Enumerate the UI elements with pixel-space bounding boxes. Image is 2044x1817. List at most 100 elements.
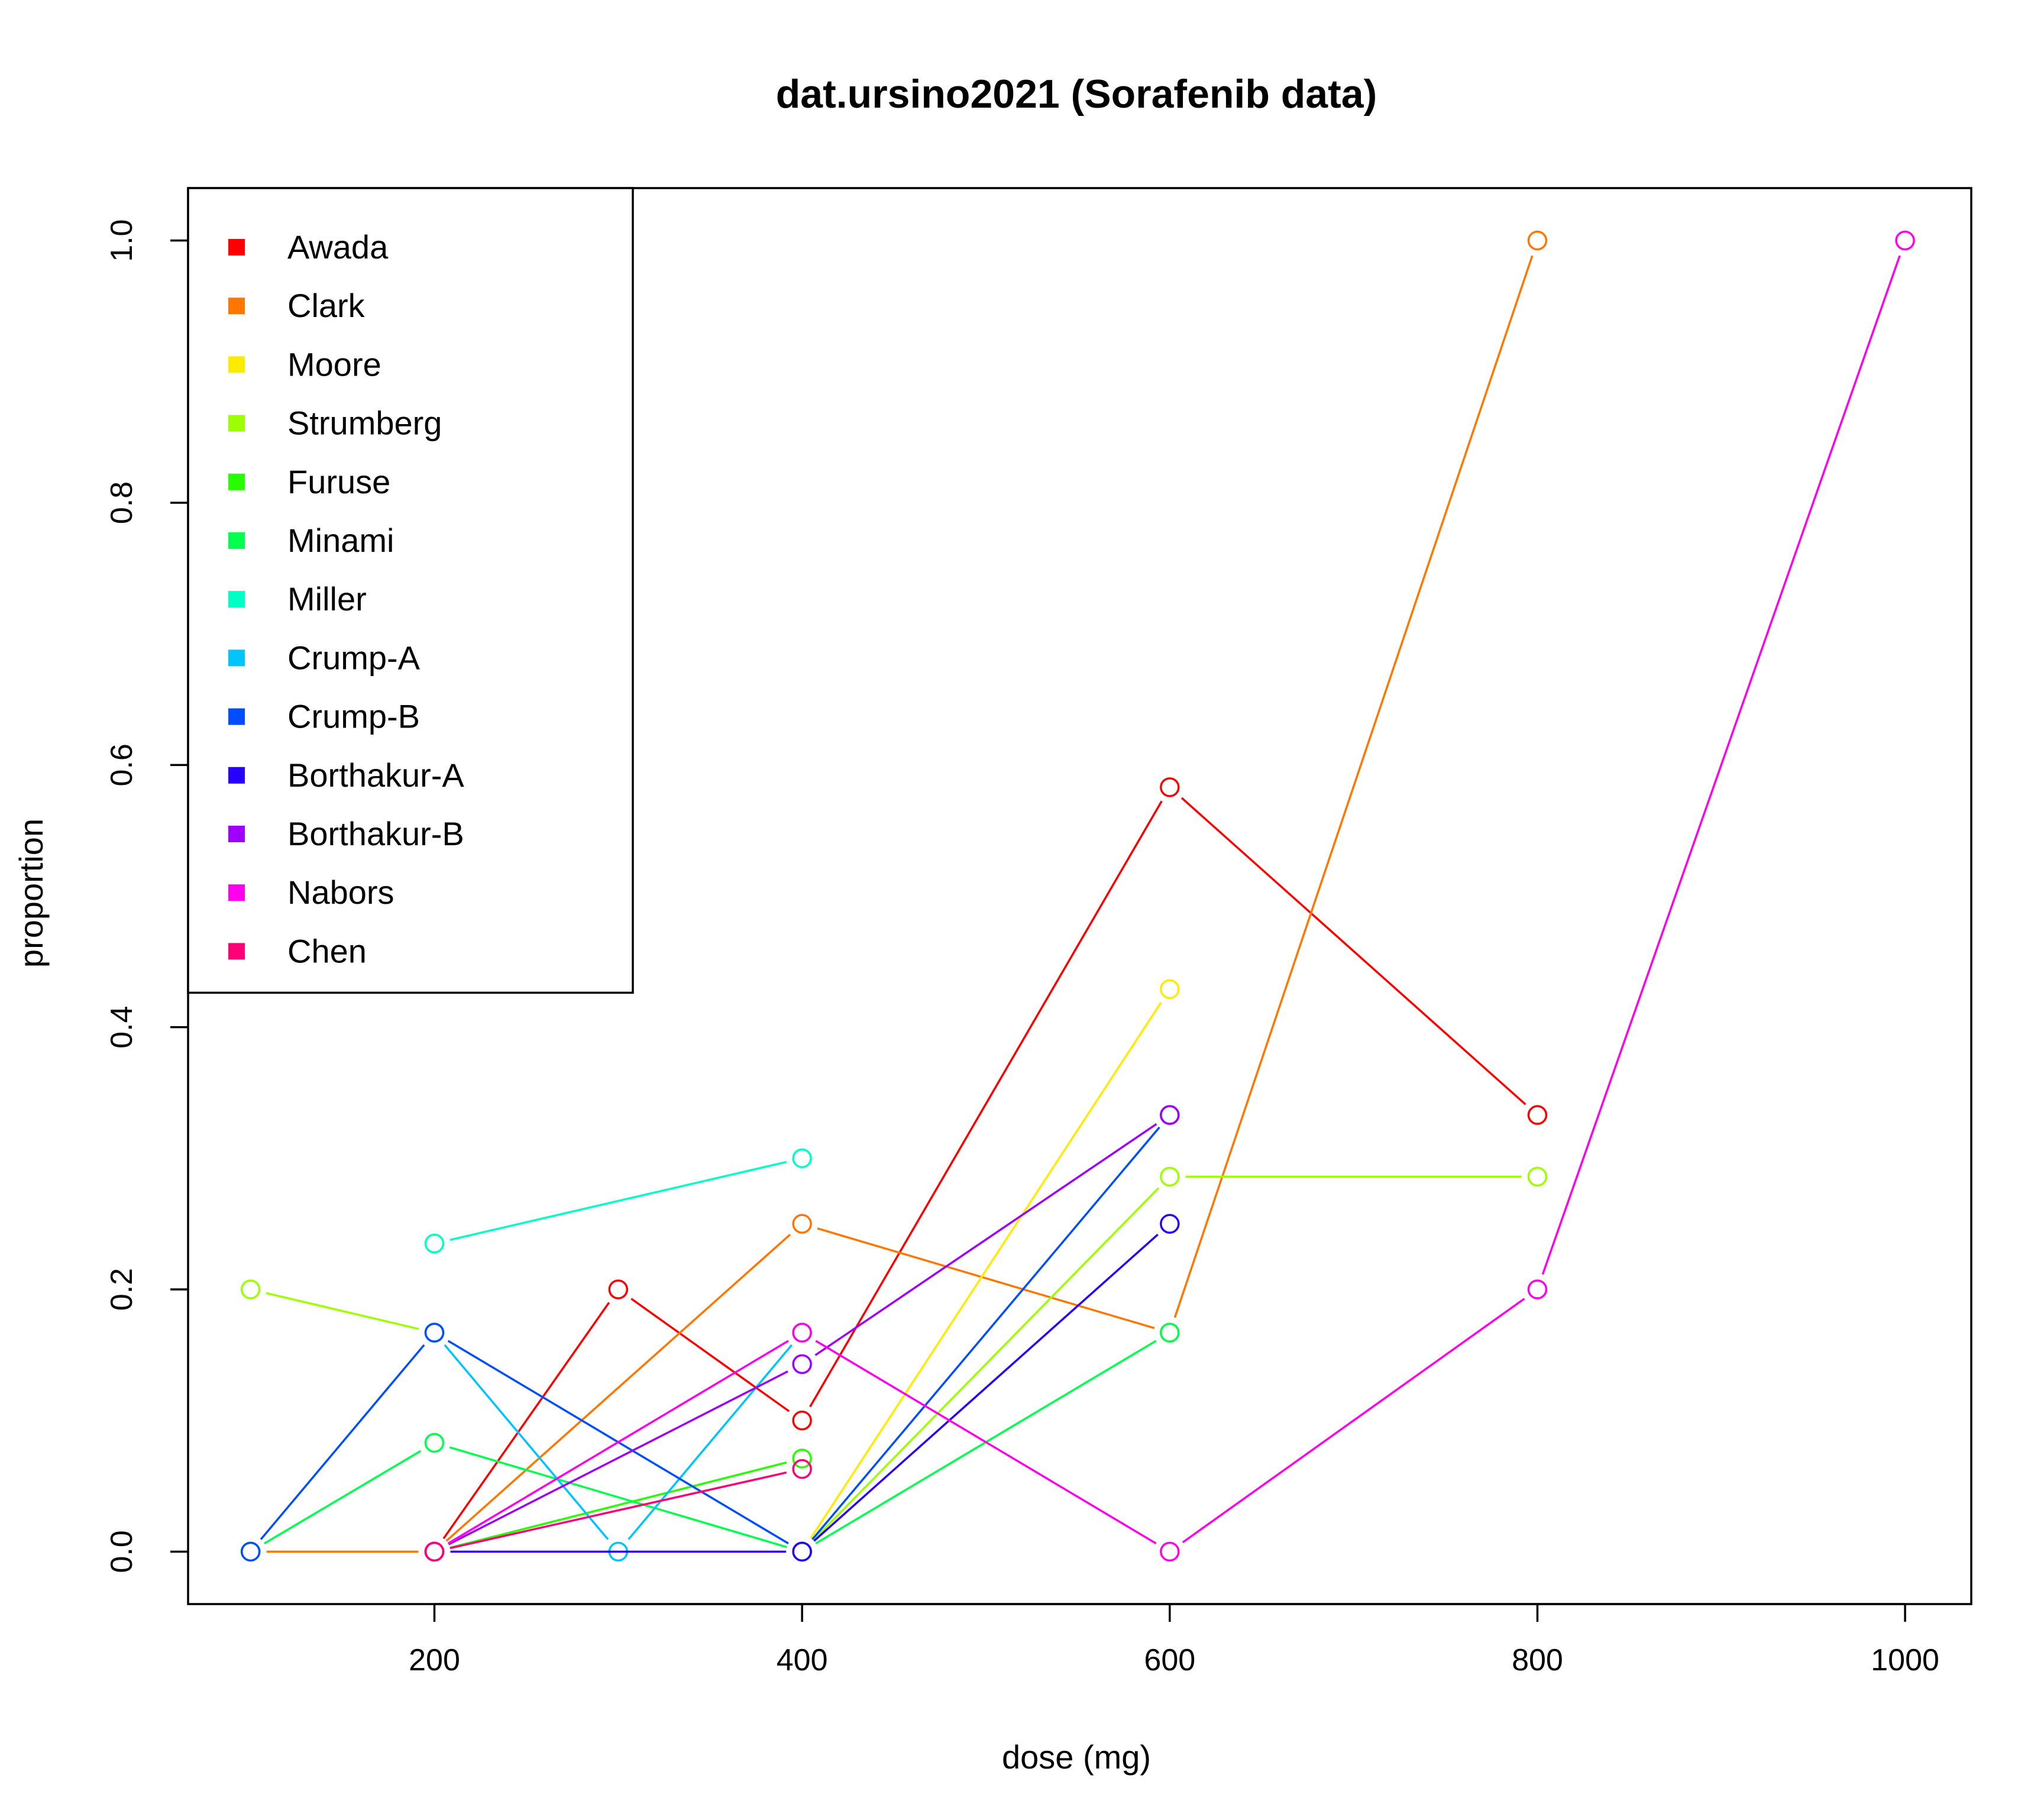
- x-axis-title: dose (mg): [1002, 1738, 1151, 1776]
- legend-swatch: [228, 884, 245, 901]
- data-point: [1527, 1279, 1548, 1299]
- legend-swatch: [228, 298, 245, 315]
- y-tick-label: 1.0: [105, 219, 139, 262]
- series-line-segment: [448, 1370, 788, 1546]
- data-point: [1527, 230, 1548, 251]
- legend-label: Clark: [287, 287, 366, 324]
- legend-label: Strumberg: [287, 405, 442, 442]
- legend-swatch: [228, 826, 245, 842]
- x-tick-label: 400: [777, 1643, 828, 1677]
- data-point: [1160, 979, 1180, 1000]
- y-tick-label: 0.8: [105, 481, 139, 524]
- chart-title: dat.ursino2021 (Sorafenib data): [776, 72, 1377, 117]
- data-point: [1527, 1166, 1548, 1187]
- data-point: [424, 1323, 445, 1343]
- y-axis-title: proportion: [12, 819, 50, 968]
- series-line-segment: [815, 1340, 1157, 1545]
- series-line-segment: [266, 1292, 419, 1330]
- data-point: [792, 1323, 812, 1343]
- series-line-segment: [628, 1344, 793, 1540]
- x-tick-label: 600: [1144, 1643, 1195, 1677]
- data-point: [424, 1541, 445, 1562]
- legend-swatch: [228, 943, 245, 960]
- data-point: [1160, 1323, 1180, 1343]
- data-point: [792, 1459, 812, 1479]
- legend-label: Borthakur-B: [287, 815, 464, 852]
- series-line-segment: [630, 1298, 790, 1412]
- data-point: [792, 1449, 812, 1469]
- y-tick-label: 0.4: [105, 1006, 139, 1049]
- series-line-segment: [1182, 1298, 1525, 1544]
- data-point: [1160, 1105, 1180, 1125]
- legend-label: Miller: [287, 580, 367, 617]
- series-furuse: [424, 1449, 812, 1562]
- legend-swatch: [228, 767, 245, 784]
- legend-label: Crump-B: [287, 698, 420, 735]
- series-line-segment: [447, 1340, 789, 1545]
- series-borthakur-b: [424, 1105, 1180, 1562]
- series-line-segment: [810, 1002, 1162, 1539]
- series-miller: [424, 1148, 812, 1254]
- legend-swatch: [228, 239, 245, 256]
- legend-swatch: [228, 415, 245, 432]
- data-point: [1160, 1214, 1180, 1234]
- series-line-segment: [1173, 255, 1534, 1318]
- series-line-segment: [442, 1302, 610, 1540]
- legend-label: Chen: [287, 932, 367, 969]
- data-point: [792, 1410, 812, 1431]
- data-point: [1527, 1105, 1548, 1125]
- series-line-segment: [264, 1450, 422, 1545]
- legend-label: Nabors: [287, 874, 394, 911]
- series-line-segment: [813, 1233, 1159, 1542]
- data-point: [792, 1541, 812, 1562]
- legend: Awada Clark Moore Strumberg Furuse Minami Mill…: [187, 187, 634, 994]
- series-moore: [792, 979, 1180, 1562]
- series-line-segment: [812, 1187, 1160, 1541]
- series-line-segment: [809, 800, 1163, 1408]
- legend-swatch: [228, 356, 245, 373]
- series-line-segment: [449, 1446, 787, 1548]
- legend-swatch: [228, 591, 245, 608]
- series-strumberg: [240, 1166, 1548, 1562]
- series-line-segment: [445, 1233, 791, 1542]
- series-borthakur-a: [424, 1214, 1180, 1562]
- y-tick-label: 0.2: [105, 1268, 139, 1311]
- series-line-segment: [1181, 797, 1526, 1105]
- data-point: [1160, 1541, 1180, 1562]
- data-point: [608, 1279, 629, 1299]
- series-line-segment: [260, 1344, 425, 1540]
- series-chen: [424, 1459, 812, 1562]
- legend-label: Awada: [287, 228, 389, 266]
- data-point: [240, 1541, 261, 1562]
- data-point: [240, 1279, 261, 1299]
- legend-box: [187, 187, 634, 994]
- data-point: [424, 1233, 445, 1254]
- series-line-segment: [817, 1227, 1155, 1330]
- x-tick-label: 1000: [1871, 1643, 1939, 1677]
- y-tick-label: 0.6: [105, 743, 139, 786]
- series-line-segment: [449, 1461, 787, 1549]
- data-point: [424, 1433, 445, 1453]
- data-point: [1160, 1166, 1180, 1187]
- series-line-segment: [449, 1160, 787, 1241]
- x-tick-label: 200: [409, 1643, 460, 1677]
- series-clark: [240, 230, 1548, 1562]
- legend-label: Borthakur-A: [287, 756, 464, 794]
- series-line-segment: [811, 1126, 1160, 1540]
- data-point: [792, 1148, 812, 1169]
- series-crump-b: [240, 1105, 1180, 1562]
- legend-label: Furuse: [287, 463, 390, 500]
- series-line-segment: [1541, 255, 1901, 1275]
- legend-swatch: [228, 473, 245, 490]
- legend-swatch: [228, 649, 245, 667]
- y-tick-label: 0.0: [105, 1530, 139, 1573]
- legend-swatch: [228, 708, 245, 725]
- series-layer: [240, 230, 1915, 1562]
- data-point: [792, 1354, 812, 1375]
- series-line-segment: [449, 1471, 787, 1550]
- series-nabors: [424, 230, 1915, 1562]
- legend-label: Moore: [287, 345, 381, 383]
- legend-swatch: [228, 532, 245, 549]
- data-point: [1160, 777, 1180, 797]
